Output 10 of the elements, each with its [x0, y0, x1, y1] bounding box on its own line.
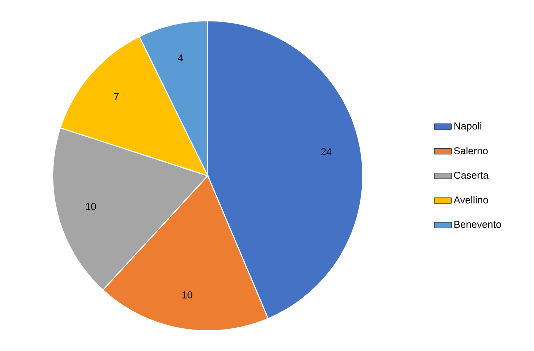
- data-label: 7: [114, 93, 119, 100]
- data-label: 10: [182, 292, 193, 299]
- legend-label: Benevento: [454, 221, 502, 228]
- legend-label: Caserta: [454, 172, 489, 180]
- data-label: 10: [86, 203, 96, 210]
- legend-label: Napoli: [454, 122, 482, 132]
- data-label: 4: [178, 54, 184, 62]
- data-label: 24: [321, 148, 332, 156]
- legend-label: Avellino: [454, 196, 488, 204]
- legend-label: Salerno: [454, 147, 488, 155]
